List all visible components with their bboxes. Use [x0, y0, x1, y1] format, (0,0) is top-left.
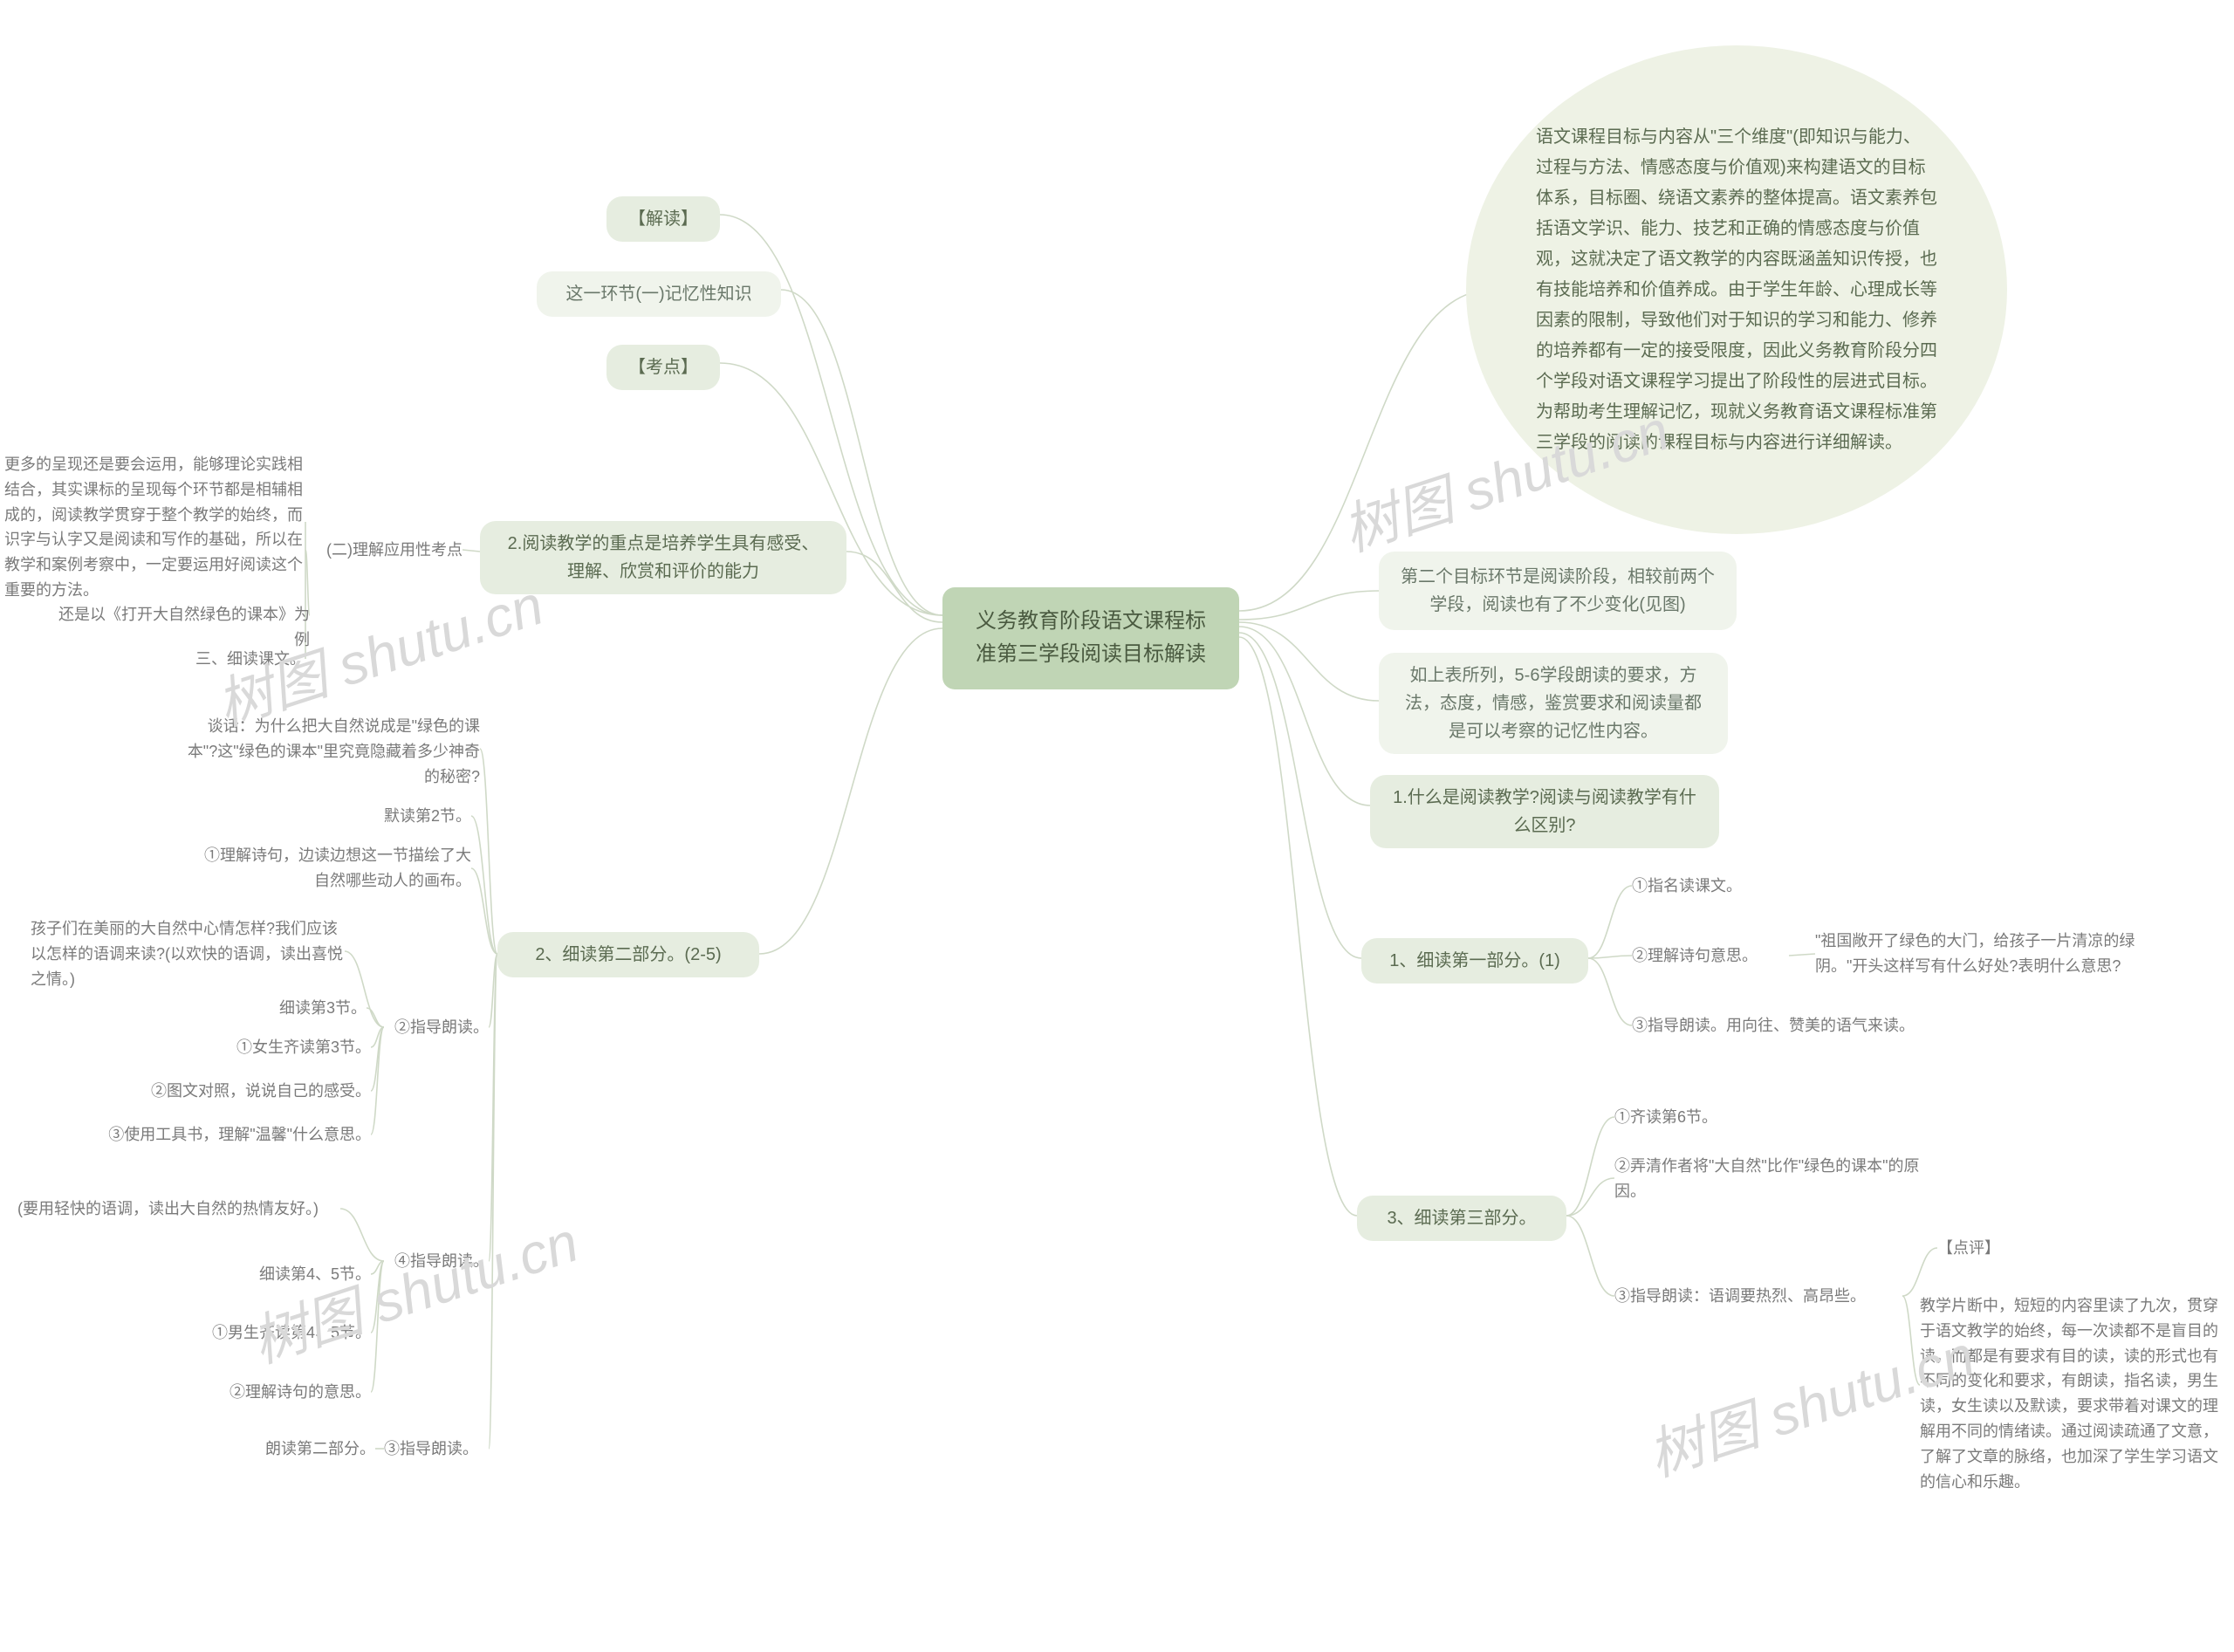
mindmap-node-r_xd3_c1: 【点评】 — [1937, 1235, 2033, 1261]
mindmap-node-l_jiedu[interactable]: 【解读】 — [606, 196, 720, 242]
mindmap-node-r_xd1[interactable]: 1、细读第一部分。(1) — [1361, 938, 1588, 984]
mindmap-node-l_xd2_d1: 细读第4、5节。 — [231, 1261, 371, 1287]
mindmap-node-l_kaod[interactable]: 【考点】 — [606, 345, 720, 390]
mindmap-node-l_xd2_e1: ③指导朗读。 — [384, 1436, 489, 1462]
connector — [489, 954, 497, 1449]
mindmap-node-r_xd3_c: ③指导朗读：语调要热烈、高昂些。 — [1614, 1283, 1902, 1309]
connector — [1239, 627, 1370, 805]
mindmap-node-l_xd2_d2: ①男生齐读第4、5节。 — [196, 1320, 371, 1346]
connector — [371, 1261, 384, 1274]
connector — [371, 1027, 384, 1047]
connector — [1239, 622, 1379, 701]
mindmap-node-r_xd1_b1: "祖国敞开了绿色的大门，给孩子一片清凉的绿阴。"开头这样写有什么好处?表明什么意… — [1815, 923, 2164, 984]
mindmap-node-l_huanj[interactable]: 这一环节(一)记忆性知识 — [537, 271, 781, 317]
connector — [371, 1027, 384, 1091]
mindmap-node-l_xd2[interactable]: 2、细读第二部分。(2-5) — [497, 932, 759, 977]
mindmap-node-l_read2[interactable]: 2.阅读教学的重点是培养学生具有感受、理解、欣赏和评价的能力 — [480, 521, 846, 594]
mindmap-node-r_xd3[interactable]: 3、细读第三部分。 — [1357, 1196, 1566, 1241]
mindmap-node-l_xd2_c4: ③使用工具书，理解"温馨"什么意思。 — [92, 1121, 371, 1148]
mindmap-node-l_xd2_d: ④指导朗读。 — [384, 1248, 489, 1274]
mindmap-node-r_p3[interactable]: 如上表所列，5-6学段朗读的要求，方法，态度，情感，鉴赏要求和阅读量都是可以考察… — [1379, 653, 1728, 754]
mindmap-node-l_xd2_c1: 细读第3节。 — [253, 995, 367, 1021]
connector — [759, 628, 942, 954]
mindmap-node-l_xd2_c3: ②图文对照，说说自己的感受。 — [140, 1078, 371, 1104]
connector — [489, 954, 497, 1261]
connector — [1902, 1248, 1937, 1296]
mindmap-node-l_read2a3: 三、细读课文。 — [175, 646, 305, 672]
connector — [1566, 1117, 1614, 1216]
connector — [1566, 1216, 1614, 1296]
mindmap-node-l_xd2_d0: (要用轻快的语调，读出大自然的热情友好。) — [17, 1196, 340, 1222]
connector — [1789, 954, 1815, 956]
connector — [463, 550, 480, 552]
mindmap-node-r_big[interactable]: 语文课程目标与内容从"三个维度"(即知识与能力、过程与方法、情感态度与价值观)来… — [1466, 45, 2007, 534]
mindmap-node-r_p2[interactable]: 第二个目标环节是阅读阶段，相较前两个学段，阅读也有了不少变化(见图) — [1379, 552, 1737, 630]
mindmap-node-r_xd1_a: ①指名读课文。 — [1632, 873, 1780, 899]
mindmap-node-l_xd2_c0: 孩子们在美丽的大自然中心情怎样?我们应该以怎样的语调来读?(以欢快的语调，读出喜… — [31, 916, 345, 991]
connector — [1588, 886, 1632, 958]
connector — [1588, 958, 1632, 1025]
mindmap-node-r_xd3_a: ①齐读第6节。 — [1614, 1104, 1754, 1130]
mindmap-node-l_xd2_e: 朗读第二部分。 — [244, 1436, 375, 1462]
mindmap-node-l_read2a: (二)理解应用性考点 — [305, 537, 463, 563]
connector — [371, 1261, 384, 1392]
connector — [340, 1209, 384, 1261]
mindmap-node-r_p4[interactable]: 1.什么是阅读教学?阅读与阅读教学有什么区别? — [1370, 775, 1719, 848]
mindmap-node-l_read2a1: 更多的呈现还是要会运用，能够理论实践相结合，其实课标的呈现每个环节都是相辅相成的… — [4, 452, 305, 603]
mindmap-node-l_xd2_t: 谈话：为什么把大自然说成是"绿色的课本"?这"绿色的课本"里究竟隐藏着多少神奇的… — [183, 714, 480, 789]
mindmap-node-l_xd2_c: ②指导朗读。 — [384, 1014, 489, 1040]
connector — [471, 816, 497, 954]
mindmap-node-l_xd2_a: 默读第2节。 — [314, 803, 471, 829]
connector — [371, 1261, 384, 1333]
mindmap-node-r_xd3_c2: 教学片断中，短短的内容里读了九次，贯穿于语文教学的始终，每一次读都不是盲目的读，… — [1920, 1293, 2225, 1494]
mindmap-node-l_read2a2: 还是以《打开大自然绿色的课本》为例 — [48, 602, 310, 653]
connector — [371, 1027, 384, 1134]
mindmap-node-l_xd2_b: ①理解诗句，边读边想这一节描绘了大自然哪些动人的画布。 — [192, 842, 471, 895]
connector — [471, 868, 497, 954]
connector — [1239, 637, 1357, 1216]
connector — [1588, 956, 1632, 958]
connector — [1566, 1178, 1614, 1216]
connector — [1239, 591, 1379, 620]
connector — [1902, 1296, 1920, 1385]
watermark: 树图 shutu.cn — [240, 1197, 586, 1378]
mindmap-node-r_xd1_c: ③指导朗读。用向往、赞美的语气来读。 — [1632, 1012, 1955, 1038]
connector — [367, 1008, 384, 1027]
mindmap-root[interactable]: 义务教育阶段语文课程标准第三学段阅读目标解读 — [942, 587, 1239, 689]
mindmap-node-r_xd1_b: ②理解诗句意思。 — [1632, 943, 1789, 969]
mindmap-node-l_xd2_d3: ②理解诗句的意思。 — [214, 1379, 371, 1405]
connector — [480, 749, 497, 954]
connector — [846, 552, 942, 622]
connector — [1239, 633, 1361, 958]
mindmap-node-r_xd3_b: ②弄清作者将"大自然"比作"绿色的课本"的原因。 — [1614, 1154, 1937, 1204]
connector — [489, 954, 497, 1027]
mindmap-node-l_xd2_c2: ①女生齐读第3节。 — [214, 1034, 371, 1060]
